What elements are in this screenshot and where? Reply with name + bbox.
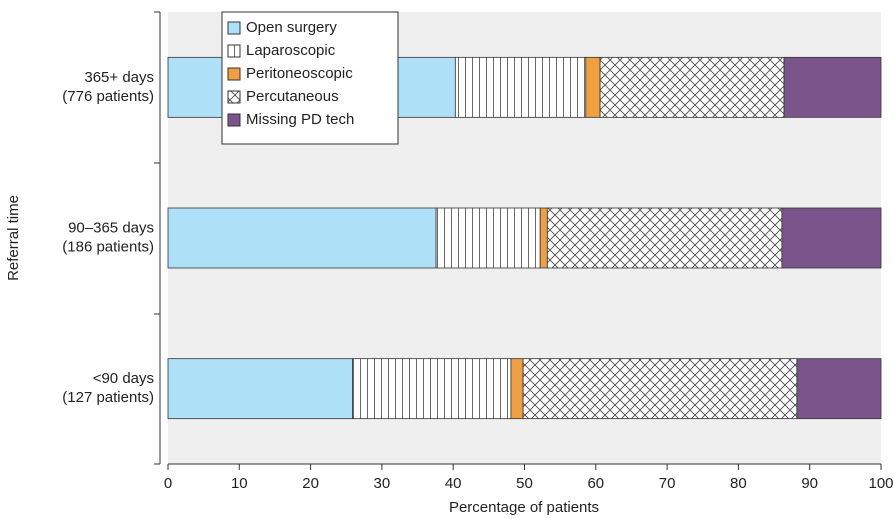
bar-segment — [435, 207, 541, 269]
x-tick-label: 70 — [659, 475, 676, 492]
legend-label: Percutaneous — [246, 88, 339, 105]
legend-label: Missing PD tech — [246, 111, 354, 128]
bar-segment — [522, 358, 798, 420]
y-tick-label-line: 90–365 days — [68, 219, 154, 236]
x-tick-label: 100 — [868, 475, 893, 492]
x-tick-label: 50 — [516, 475, 533, 492]
x-tick-label: 80 — [730, 475, 747, 492]
legend-swatch — [227, 67, 241, 81]
y-tick-label-line: <90 days — [93, 370, 154, 387]
x-tick-label: 40 — [445, 475, 462, 492]
bar-segment — [539, 207, 548, 269]
y-tick-label: <90 days (127 patients) — [62, 370, 154, 406]
bar-segment — [783, 56, 882, 118]
y-tick-label: 365+ days (776 patients) — [62, 69, 154, 105]
x-tick-label: 60 — [587, 475, 604, 492]
legend-label: Laparoscopic — [246, 42, 336, 59]
x-tick-label: 90 — [801, 475, 818, 492]
bar-segment — [781, 207, 882, 269]
legend-box — [221, 11, 399, 145]
x-tick-label: 20 — [302, 475, 319, 492]
legend-label: Open surgery — [246, 19, 337, 36]
x-tick-label: 0 — [164, 475, 172, 492]
bar-segment — [546, 207, 783, 269]
y-tick-label-line: (127 patients) — [62, 389, 154, 406]
legend-label: Peritoneoscopic — [246, 65, 353, 82]
y-tick-label-line: 365+ days — [84, 69, 154, 86]
bar-segment — [454, 56, 587, 118]
x-tick-label: 30 — [374, 475, 391, 492]
x-axis-label: Percentage of patients — [449, 499, 599, 516]
legend-swatch — [227, 21, 241, 35]
bar-segment — [167, 358, 354, 420]
legend-swatch — [227, 113, 241, 127]
legend-swatch — [227, 44, 241, 58]
bar-segment — [599, 56, 785, 118]
bar-segment — [510, 358, 524, 420]
y-tick-label-line: (776 patients) — [62, 88, 154, 105]
y-tick-label: 90–365 days (186 patients) — [62, 219, 154, 255]
bar-segment — [796, 358, 882, 420]
legend-swatch — [227, 90, 241, 104]
x-tick-label: 10 — [231, 475, 248, 492]
y-tick-label-line: (186 patients) — [62, 238, 154, 255]
bar-segment — [167, 207, 437, 269]
bar-segment — [352, 358, 512, 420]
y-axis-label: Referral time — [5, 195, 22, 281]
bar-segment — [585, 56, 601, 118]
